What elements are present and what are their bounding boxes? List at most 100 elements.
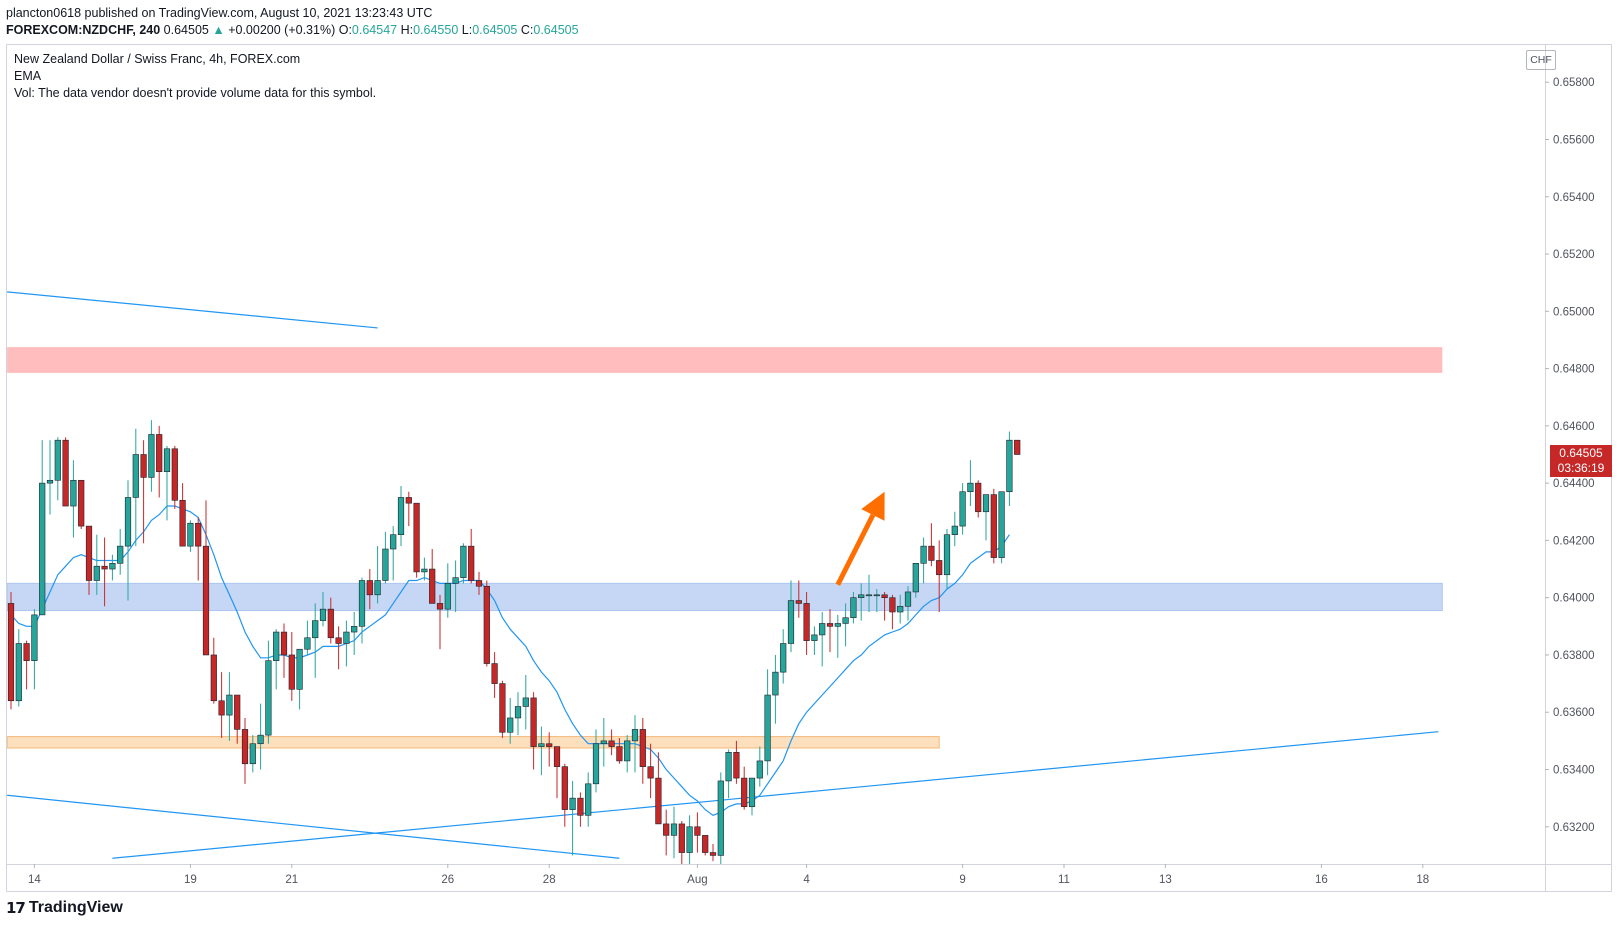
candle	[296, 648, 303, 710]
candle	[546, 732, 553, 767]
candle	[982, 494, 990, 541]
candle	[553, 746, 561, 799]
candle	[819, 612, 826, 667]
candle	[639, 717, 646, 784]
x-tick-label: 9	[959, 874, 965, 886]
candle	[23, 640, 30, 690]
candle	[725, 749, 732, 799]
candle	[288, 632, 295, 701]
candle	[858, 583, 865, 621]
tradingview-brand: TradingView	[28, 899, 123, 916]
candle	[187, 520, 194, 552]
candle	[460, 543, 467, 584]
candle	[312, 603, 319, 678]
ema-line	[10, 505, 1010, 816]
candle	[85, 525, 93, 595]
legend-ema[interactable]: EMA	[14, 69, 42, 83]
candle	[390, 526, 397, 581]
candle	[538, 726, 545, 776]
y-tick-label: 0.65800	[1553, 77, 1595, 89]
candle	[140, 440, 147, 544]
candle	[592, 729, 600, 793]
candle	[1006, 431, 1013, 507]
candle	[249, 735, 256, 773]
trendline-upper	[7, 291, 378, 329]
candle	[920, 537, 927, 584]
candle	[655, 752, 662, 825]
close-label: C:	[520, 23, 534, 37]
candle	[881, 591, 888, 621]
candle	[585, 772, 592, 827]
candle	[702, 835, 709, 856]
candle	[897, 594, 904, 624]
candle	[195, 517, 202, 581]
y-tick-label: 0.63400	[1553, 765, 1595, 777]
candle	[850, 591, 857, 624]
candle	[429, 549, 436, 604]
candle	[975, 480, 982, 518]
candle	[865, 574, 873, 612]
x-tick-label: 16	[1315, 874, 1328, 886]
candle	[787, 580, 795, 653]
tradingview-logo[interactable]: 𝟭𝟳 TradingView	[6, 899, 123, 917]
last-value: 0.64505	[163, 23, 209, 37]
candle	[670, 806, 678, 859]
x-tick-label: 4	[803, 874, 810, 886]
candle	[156, 425, 163, 498]
candle	[561, 763, 568, 827]
candle	[163, 445, 171, 521]
y-tick-label: 0.64800	[1553, 364, 1595, 376]
candle	[624, 735, 631, 773]
candle	[39, 440, 46, 616]
y-tick-label: 0.63800	[1553, 650, 1595, 662]
candle	[7, 591, 15, 710]
y-tick-label: 0.65000	[1553, 306, 1595, 318]
trendline-rising	[112, 731, 1439, 859]
candle	[374, 546, 381, 604]
candle	[132, 428, 139, 547]
y-tick-label: 0.63200	[1553, 822, 1595, 834]
candle	[795, 580, 802, 618]
candle	[273, 629, 280, 690]
candle	[421, 557, 428, 581]
candle	[507, 697, 514, 744]
symbol-name: FOREXCOM:NZDCHF, 240	[6, 23, 161, 37]
candle	[93, 534, 100, 595]
currency-label[interactable]: CHF	[1526, 50, 1556, 70]
candle	[608, 729, 615, 756]
legend-volume[interactable]: Vol: The data vendor doesn't provide vol…	[14, 86, 377, 100]
candle	[413, 502, 420, 578]
candle	[179, 483, 186, 547]
candle	[780, 629, 787, 684]
high-value: 0.64550	[413, 23, 459, 37]
candle	[343, 620, 350, 667]
candle	[241, 717, 249, 784]
close-value: 0.64505	[533, 23, 579, 37]
candle	[319, 591, 327, 627]
y-tick-label: 0.65600	[1553, 135, 1595, 147]
candle	[943, 528, 951, 590]
candle	[748, 777, 756, 816]
candle	[202, 500, 210, 656]
candle	[405, 491, 412, 527]
candle	[522, 675, 529, 730]
y-tick-label: 0.65200	[1553, 249, 1595, 261]
candle	[686, 815, 693, 864]
x-tick-label: 26	[441, 874, 454, 886]
low-value: 0.64505	[472, 23, 518, 37]
candle	[210, 637, 217, 704]
candle	[912, 563, 919, 598]
candle	[397, 486, 405, 547]
candle	[101, 537, 108, 607]
candle	[951, 511, 958, 547]
candle	[257, 703, 264, 770]
candle	[678, 821, 685, 864]
publisher-line: plancton0618 published on TradingView.co…	[6, 6, 433, 20]
bullish-arrow-shaft	[835, 513, 876, 586]
y-tick-label: 0.64400	[1553, 478, 1595, 490]
candle	[889, 594, 896, 630]
candle	[366, 569, 373, 610]
candle	[171, 445, 178, 509]
legend-title[interactable]: New Zealand Dollar / Swiss Franc, 4h, FO…	[14, 52, 301, 66]
